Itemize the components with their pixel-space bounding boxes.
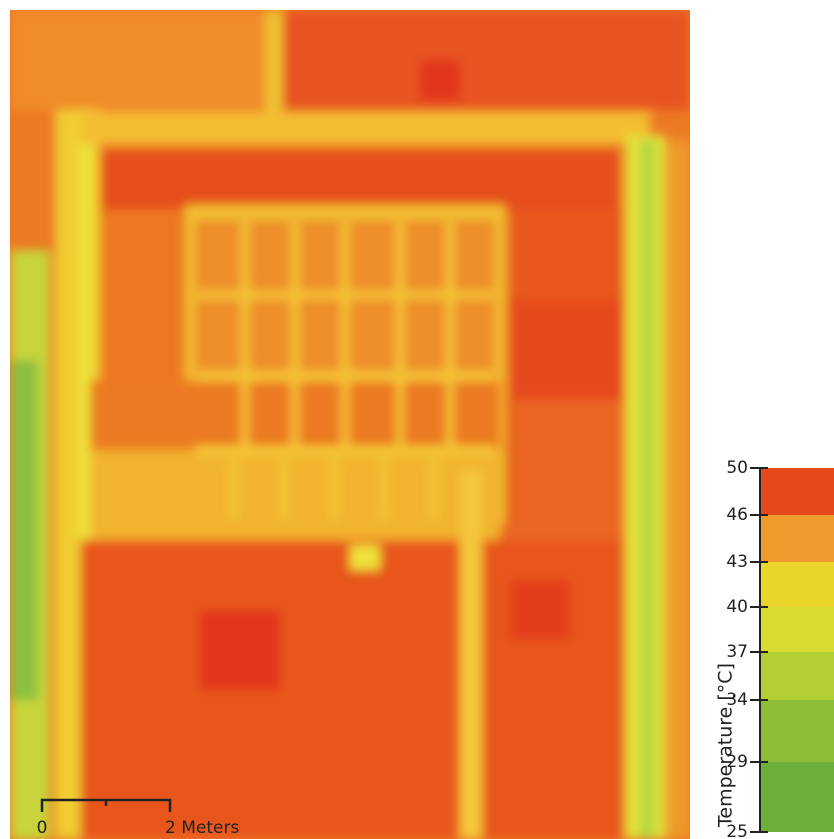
legend-class xyxy=(760,700,834,762)
legend-class xyxy=(760,652,834,700)
legend-class xyxy=(760,515,834,562)
legend-tick-label: 37 xyxy=(726,642,748,662)
legend-class xyxy=(760,562,834,607)
legend-tick-label: 40 xyxy=(726,597,748,617)
legend-tick-label: 25 xyxy=(726,822,748,839)
legend-tick-label: 50 xyxy=(726,458,748,478)
legend-tick-label: 43 xyxy=(726,552,748,572)
scale-end-label: 2 Meters xyxy=(165,818,239,838)
thermal-map xyxy=(10,10,690,839)
legend-tick-label: 29 xyxy=(726,752,748,772)
figure: 0 2 Meters Temperature [°C] 50 46 43 40 37 34… xyxy=(0,0,834,839)
legend-title: Temperature [°C] xyxy=(715,663,737,828)
legend-class xyxy=(760,468,834,515)
page: 0 2 Meters Temperature [°C] 50 46 43 40 37 34… xyxy=(0,0,834,839)
scale-start-label: 0 xyxy=(37,818,48,838)
legend-tick-label: 34 xyxy=(726,690,748,710)
legend-class xyxy=(760,607,834,652)
legend-tick-label: 46 xyxy=(726,505,748,525)
legend-class xyxy=(760,762,834,832)
legend: 50 46 43 40 37 34 29 25 xyxy=(726,458,834,839)
